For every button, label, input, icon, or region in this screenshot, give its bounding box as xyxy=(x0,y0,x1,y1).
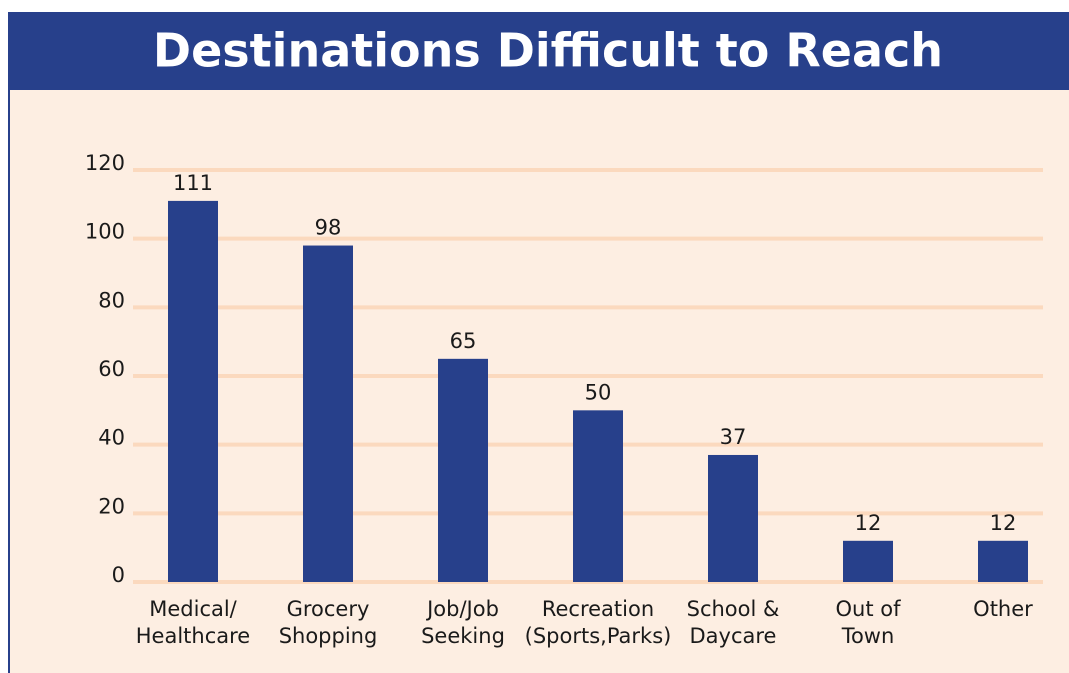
left-border xyxy=(8,12,10,673)
bar xyxy=(303,245,353,583)
y-tick-label: 80 xyxy=(98,288,125,312)
value-label: 12 xyxy=(990,511,1017,535)
y-tick-label: 40 xyxy=(98,426,125,450)
value-label: 50 xyxy=(585,380,612,404)
x-tick-label: Other xyxy=(973,597,1033,621)
bar xyxy=(708,454,758,582)
bar xyxy=(978,540,1028,582)
x-tick-label: Grocery Shopping xyxy=(279,597,378,648)
value-label: 111 xyxy=(173,171,213,195)
x-tick-label: Recreation (Sports,Parks) xyxy=(525,597,672,648)
bar xyxy=(168,200,218,582)
bar xyxy=(438,358,488,582)
y-tick-label: 0 xyxy=(112,563,125,587)
bar xyxy=(573,410,623,582)
chart-background xyxy=(8,12,1069,673)
value-label: 37 xyxy=(720,425,747,449)
x-tick-label: Job/Job Seeking xyxy=(421,597,505,648)
x-tick-label: Out of Town xyxy=(836,597,902,648)
y-tick-label: 120 xyxy=(85,151,125,175)
value-label: 12 xyxy=(855,511,882,535)
x-tick-label: School & Daycare xyxy=(687,597,780,648)
bar xyxy=(843,540,893,582)
header-band xyxy=(8,12,1069,90)
y-tick-label: 60 xyxy=(98,357,125,381)
y-tick-label: 100 xyxy=(85,220,125,244)
value-label: 65 xyxy=(450,329,477,353)
value-label: 98 xyxy=(315,216,342,240)
x-tick-label: Medical/Healthcare xyxy=(136,597,250,648)
chart-title: Destinations Difficult to Reach xyxy=(153,24,943,78)
y-tick-label: 20 xyxy=(98,494,125,518)
